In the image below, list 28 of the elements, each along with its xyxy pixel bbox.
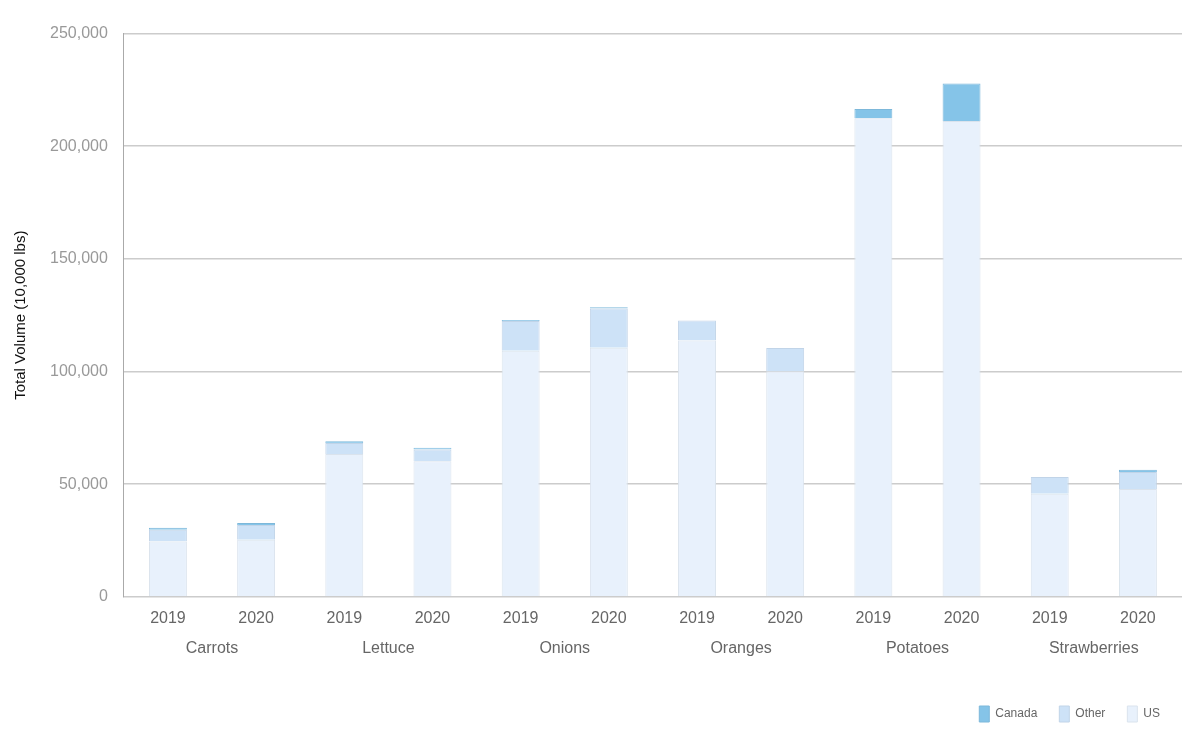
x-tick-label: 2020 [591, 608, 627, 626]
text: Potatoes [885, 639, 950, 657]
x-tick-label: 2019 [150, 608, 186, 626]
x-tick-label: 2020 [414, 608, 451, 626]
text: Strawberries [1048, 639, 1139, 657]
y-tick-label: 200,000 [49, 136, 108, 154]
text: Lettuce [362, 639, 415, 657]
x-tick-label: 2020 [767, 608, 804, 626]
x-tick-label: 2019 [1031, 608, 1068, 626]
text: Oranges [710, 639, 772, 657]
x-tick-label: 2019 [326, 608, 363, 626]
legend-label: Canada [995, 706, 1038, 721]
y-tick-label: 50,000 [58, 474, 108, 492]
legend-label: Other [1075, 706, 1106, 721]
text: Carrots [185, 639, 239, 657]
y-tick-label: 100,000 [49, 361, 108, 379]
y-axis-title: Total Volume (10,000 lbs) [11, 230, 29, 400]
x-tick-label: 2020 [943, 608, 980, 626]
text: Onions [539, 639, 591, 657]
x-tick-label: 2020 [1120, 608, 1156, 626]
y-tick-label: 250,000 [49, 24, 108, 42]
x-tick-label: 2019 [855, 608, 892, 626]
legend-label: US [1143, 706, 1160, 721]
y-tick-label: 0 [98, 587, 108, 605]
x-tick-label: 2020 [238, 608, 274, 626]
x-tick-label: 2019 [679, 608, 715, 626]
y-tick-label: 150,000 [49, 249, 108, 267]
x-tick-label: 2019 [502, 608, 539, 626]
